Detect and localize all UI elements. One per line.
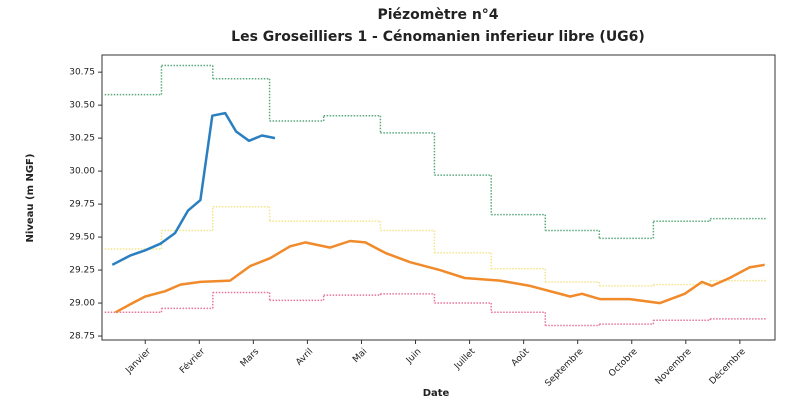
y-tick-label: 29.25 bbox=[69, 266, 95, 276]
chart-title: Piézomètre n°4 bbox=[377, 7, 498, 23]
line bbox=[111, 111, 276, 266]
x-tick-label: Septembre bbox=[543, 347, 585, 389]
x-tick-label: Février bbox=[177, 346, 207, 376]
y-tick-label: 29.00 bbox=[69, 299, 95, 309]
x-axis-label: Date bbox=[423, 388, 450, 399]
chart-subtitle: Les Groseilliers 1 - Cénomanien inferieu… bbox=[231, 29, 645, 45]
x-tick-label: Décembre bbox=[707, 346, 748, 387]
y-tick-label: 28.75 bbox=[69, 332, 95, 342]
x-tick-label: Juillet bbox=[452, 346, 478, 372]
x-tick-label: Octobre bbox=[607, 346, 640, 379]
y-tick-label: 30.00 bbox=[69, 167, 95, 177]
x-tick-label: Mars bbox=[239, 347, 262, 370]
x-tick-label: Novembre bbox=[654, 346, 694, 386]
y-tick-label: 30.25 bbox=[69, 134, 95, 144]
y-tick-label: 29.50 bbox=[69, 233, 95, 243]
y-tick-label: 30.75 bbox=[69, 68, 95, 78]
x-tick-label: Mai bbox=[351, 347, 369, 365]
x-tick-label: Août bbox=[510, 346, 532, 368]
x-tick-label: Juin bbox=[404, 347, 424, 367]
y-tick-label: 30.50 bbox=[69, 101, 95, 111]
x-tick-label: Avril bbox=[294, 347, 315, 368]
y-axis-label: Niveau (m NGF) bbox=[25, 154, 36, 243]
y-tick-label: 29.75 bbox=[69, 200, 95, 210]
line bbox=[114, 239, 765, 314]
plot-frame bbox=[101, 54, 776, 341]
x-tick-label: Janvier bbox=[123, 347, 153, 377]
